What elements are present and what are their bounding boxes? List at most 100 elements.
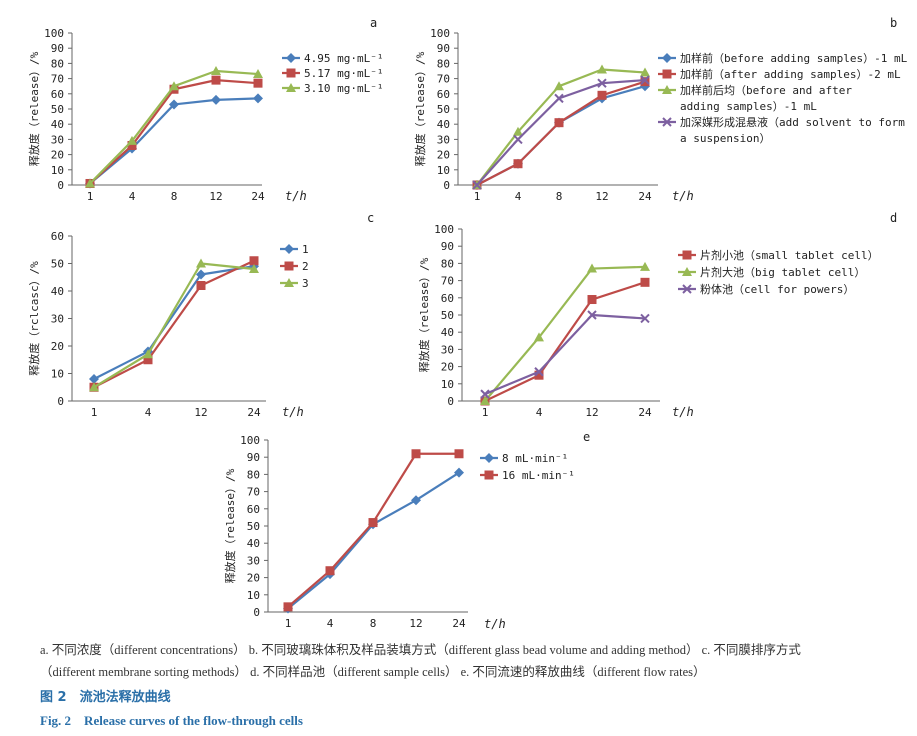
legend-label: 加样前（before adding samples）-1 mL xyxy=(680,51,908,65)
data-point xyxy=(480,389,490,399)
data-point xyxy=(597,90,607,100)
x-axis-label: t/h xyxy=(672,189,694,203)
y-tick-label: 80 xyxy=(441,257,454,270)
y-tick-label: 20 xyxy=(51,149,64,162)
y-tick-label: 40 xyxy=(437,118,450,131)
data-point xyxy=(640,261,650,271)
data-point xyxy=(587,310,597,320)
data-point xyxy=(554,93,564,104)
x-tick-label: 8 xyxy=(171,190,178,203)
legend-label: 片剂小池（small tablet cell） xyxy=(700,248,879,262)
y-tick-label: 0 xyxy=(253,606,260,619)
y-axis-label: 释放度（release）/% xyxy=(223,468,237,583)
series-line-1 xyxy=(89,97,259,185)
legend-label: 5.17 mg·mL⁻¹ xyxy=(304,67,383,80)
y-tick-label: 90 xyxy=(441,240,454,253)
x-tick-label: 1 xyxy=(87,190,94,203)
data-point xyxy=(411,449,421,459)
figure-title-cn: 图 2 流池法释放曲线 xyxy=(40,690,171,705)
y-tick-label: 80 xyxy=(247,468,260,481)
data-point xyxy=(513,159,523,169)
chart-panel-d: 0 10 20 30 40 50 60 70 80 90 100 1 4 12 24 t/h 释放度（relea… xyxy=(417,211,897,419)
data-point xyxy=(249,256,259,266)
data-point xyxy=(454,449,464,459)
data-point xyxy=(640,77,650,87)
data-point xyxy=(640,67,650,77)
y-tick-label: 60 xyxy=(441,292,454,305)
x-tick-label: 12 xyxy=(409,617,422,630)
data-point xyxy=(211,94,221,105)
y-tick-label: 50 xyxy=(51,258,64,271)
legend-label: 4.95 mg·mL⁻¹ xyxy=(304,52,383,65)
data-point xyxy=(597,64,607,74)
figure-notes-line-1: a. 不同浓度（different concentrations） b. 不同玻… xyxy=(40,643,801,657)
legend-marker xyxy=(662,85,672,94)
x-tick-label: 12 xyxy=(595,190,608,203)
data-point xyxy=(587,263,597,273)
legend-label: 3 xyxy=(302,277,309,290)
data-point xyxy=(534,370,544,380)
legend-label: 加样前后均（before and after xyxy=(680,83,852,97)
x-tick-label: 4 xyxy=(129,190,136,203)
series-line-1 xyxy=(287,471,460,610)
legend-marker xyxy=(682,267,692,276)
y-tick-label: 20 xyxy=(437,149,450,162)
x-tick-label: 24 xyxy=(251,190,265,203)
y-tick-label: 60 xyxy=(437,88,450,101)
legend-marker xyxy=(484,470,494,480)
data-point xyxy=(640,313,650,324)
y-axis-label: 释放度（release）/% xyxy=(417,257,431,372)
legend-label: 片剂大池（big tablet cell） xyxy=(700,265,865,279)
y-tick-label: 30 xyxy=(51,313,64,326)
legend-marker xyxy=(662,53,672,63)
data-point xyxy=(143,349,153,359)
x-tick-label: 8 xyxy=(556,190,563,203)
y-tick-label: 70 xyxy=(247,486,260,499)
data-point xyxy=(513,126,523,136)
data-point xyxy=(143,355,153,365)
y-tick-label: 30 xyxy=(247,554,260,567)
series-line-3 xyxy=(93,262,255,389)
y-axis-label: 释放度（release）/% xyxy=(413,51,427,166)
panel-label: a xyxy=(370,16,377,30)
y-tick-label: 90 xyxy=(51,42,64,55)
panel-label: d xyxy=(890,211,897,225)
data-point xyxy=(640,75,650,85)
x-tick-label: 12 xyxy=(585,406,598,419)
legend-label: 加深媒形成混悬液（add solvent to form xyxy=(680,115,905,129)
y-tick-label: 90 xyxy=(437,42,450,55)
y-tick-label: 0 xyxy=(57,179,64,192)
y-tick-label: 20 xyxy=(51,340,64,353)
y-tick-label: 80 xyxy=(51,57,64,70)
y-tick-label: 30 xyxy=(51,133,64,146)
legend-marker xyxy=(284,261,294,271)
y-tick-label: 0 xyxy=(443,179,450,192)
series-line-1 xyxy=(93,265,255,380)
legend-label: 加样前（after adding samples）-2 mL xyxy=(680,67,901,81)
data-point xyxy=(597,78,607,88)
series-line-3 xyxy=(484,313,646,396)
panel-label: e xyxy=(583,430,590,444)
y-tick-label: 60 xyxy=(51,230,64,243)
data-point xyxy=(253,78,263,88)
data-point xyxy=(85,178,95,188)
data-point xyxy=(169,81,179,91)
data-point xyxy=(513,134,523,145)
legend-label: 粉体池（cell for powers） xyxy=(700,282,854,296)
y-tick-label: 0 xyxy=(447,395,454,408)
series-line-2 xyxy=(93,259,255,389)
legend-marker xyxy=(284,244,294,254)
y-tick-label: 0 xyxy=(57,395,64,408)
data-point xyxy=(554,118,564,128)
y-tick-label: 70 xyxy=(51,73,64,86)
data-point xyxy=(249,264,259,273)
y-tick-label: 40 xyxy=(441,326,454,339)
y-tick-label: 70 xyxy=(441,275,454,288)
legend-marker xyxy=(682,250,692,260)
y-tick-label: 90 xyxy=(247,451,260,464)
data-point xyxy=(196,258,206,268)
series-line-1 xyxy=(484,281,646,402)
legend-marker xyxy=(662,69,672,79)
